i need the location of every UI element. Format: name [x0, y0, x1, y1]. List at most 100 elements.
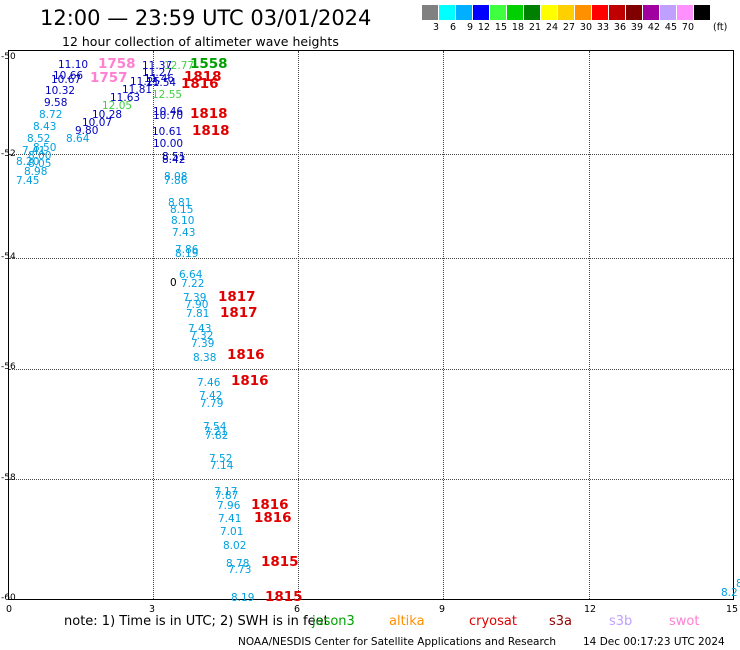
wave-height-value: 7.90 [185, 299, 209, 311]
time-marker: 1816 [181, 76, 219, 92]
wave-height-value: 10.28 [92, 109, 123, 121]
wave-height-value: 7.52 [209, 453, 233, 465]
time-marker: 1816 [251, 497, 289, 513]
wave-height-value: 11.54 [146, 77, 177, 89]
wave-height-value: 11.46 [144, 73, 175, 85]
time-marker: 1816 [231, 373, 269, 389]
wave-height-value: 7.86 [175, 244, 199, 256]
time-marker: 1816 [227, 347, 265, 363]
wave-height-value: 11.63 [110, 92, 141, 104]
colorbar-label: 24 [545, 22, 558, 33]
wave-height-value: 7.39 [183, 292, 207, 304]
page-subtitle: 12 hour collection of altimeter wave hei… [62, 34, 339, 49]
wave-height-value: 7.01 [220, 526, 244, 538]
time-marker: 1818 [192, 123, 230, 139]
legend-satellite: s3a [549, 614, 573, 629]
wave-height-value: 10.67 [51, 74, 82, 86]
time-marker: 1817 [220, 305, 258, 321]
wave-height-value: 9.58 [44, 97, 68, 109]
grid-line-lat-56 [9, 369, 733, 370]
colorbar-label: 39 [630, 22, 643, 33]
grid-line-lat-52 [9, 154, 733, 155]
colorbar-swatch [524, 5, 541, 20]
wave-height-value: 7.46 [197, 377, 221, 389]
wave-height-value: 11.10 [58, 59, 89, 71]
wave-height-value: 7.45 [16, 175, 40, 187]
time-marker: 1818 [184, 69, 222, 85]
wave-height-value: 8.42 [162, 154, 186, 166]
lat-label: -60 [1, 593, 16, 603]
wave-height-value: 11.25 [130, 76, 161, 88]
wave-height-value: 7.87 [215, 490, 239, 502]
footnote: note: 1) Time is in UTC; 2) SWH is in fe… [64, 614, 329, 629]
wave-height-value: 8.15 [170, 204, 194, 216]
wave-height-value: 12.55 [152, 89, 183, 101]
wave-height-value: 8.52 [27, 133, 51, 145]
wave-height-value: 8.81 [168, 197, 192, 209]
colorbar [422, 5, 711, 20]
lon-label: 12 [584, 604, 597, 615]
wave-height-value: 12.77 [164, 60, 195, 72]
wave-height-value: 8.00 [28, 150, 52, 162]
wave-height-value: 8.98 [24, 166, 48, 178]
wave-height-value: 10.66 [53, 70, 84, 82]
grid-line-lon-3 [153, 51, 154, 599]
colorbar-swatch [558, 5, 575, 20]
time-marker: 1817 [218, 289, 256, 305]
wave-height-value: 11.37 [142, 60, 173, 72]
grid-line-lat-58 [9, 479, 733, 480]
wave-height-value: 10.00 [153, 138, 184, 150]
wave-height-value: 8.64 [66, 133, 90, 145]
wave-height-value: 8.38 [193, 352, 217, 364]
legend-satellite: swot [669, 614, 700, 629]
wave-height-value: 8.02 [223, 540, 247, 552]
colorbar-label: 27 [562, 22, 575, 33]
credit-line: NOAA/NESDIS Center for Satellite Applica… [238, 636, 556, 648]
wave-height-value: 9.80 [75, 125, 99, 137]
colorbar-label: 45 [664, 22, 677, 33]
wave-height-value: 6.64 [179, 269, 203, 281]
wave-height-value: 7.54 [203, 421, 227, 433]
wave-height-value: 7.41 [22, 145, 46, 157]
colorbar-swatch [609, 5, 626, 20]
colorbar-swatch [439, 5, 456, 20]
time-marker: 1558 [190, 56, 228, 72]
wave-height-value: 8.10 [171, 215, 195, 227]
colorbar-label: 6 [449, 22, 456, 33]
colorbar-swatch [473, 5, 490, 20]
wave-height-value: 10.07 [82, 117, 113, 129]
colorbar-swatch [660, 5, 677, 20]
colorbar-swatch [694, 5, 711, 20]
wave-height-value: 8.20 [16, 156, 40, 168]
wave-height-value: 7.32 [190, 330, 214, 342]
wave-height-value: 11.27 [142, 67, 173, 79]
map-plot-area[interactable] [8, 50, 734, 600]
colorbar-units: (ft) [713, 22, 728, 33]
wave-height-value: 7.41 [218, 513, 242, 525]
lon-label: 6 [294, 604, 301, 615]
wave-height-value: 8.05 [28, 158, 52, 170]
lon-label: 0 [6, 604, 13, 615]
colorbar-label: 15 [494, 22, 507, 33]
time-marker: 1816 [254, 510, 292, 526]
colorbar-label: 3 [432, 22, 439, 33]
wave-height-value: 10.61 [152, 126, 183, 138]
wave-height-value: 7.43 [188, 323, 212, 335]
wave-height-value: 7.21 [204, 426, 228, 438]
wave-height-value: 8.19 [231, 592, 255, 604]
wave-height-value: 7.73 [228, 564, 252, 576]
grid-line-lon-12 [589, 51, 590, 599]
lon-label: 15 [726, 604, 739, 615]
wave-height-value: 7.96 [217, 500, 241, 512]
lat-label: -58 [1, 473, 16, 483]
colorbar-label: 30 [579, 22, 592, 33]
lat-label: -50 [1, 52, 16, 62]
colorbar-swatch [507, 5, 524, 20]
wave-height-value: 7.17 [214, 486, 238, 498]
wave-height-value: 7.42 [199, 390, 223, 402]
wave-height-value: 8.51 [162, 151, 186, 163]
legend-satellite: jason3 [312, 614, 355, 629]
colorbar-label: 36 [613, 22, 626, 33]
wave-height-value: 8.19 [175, 248, 199, 260]
colorbar-swatch [643, 5, 660, 20]
